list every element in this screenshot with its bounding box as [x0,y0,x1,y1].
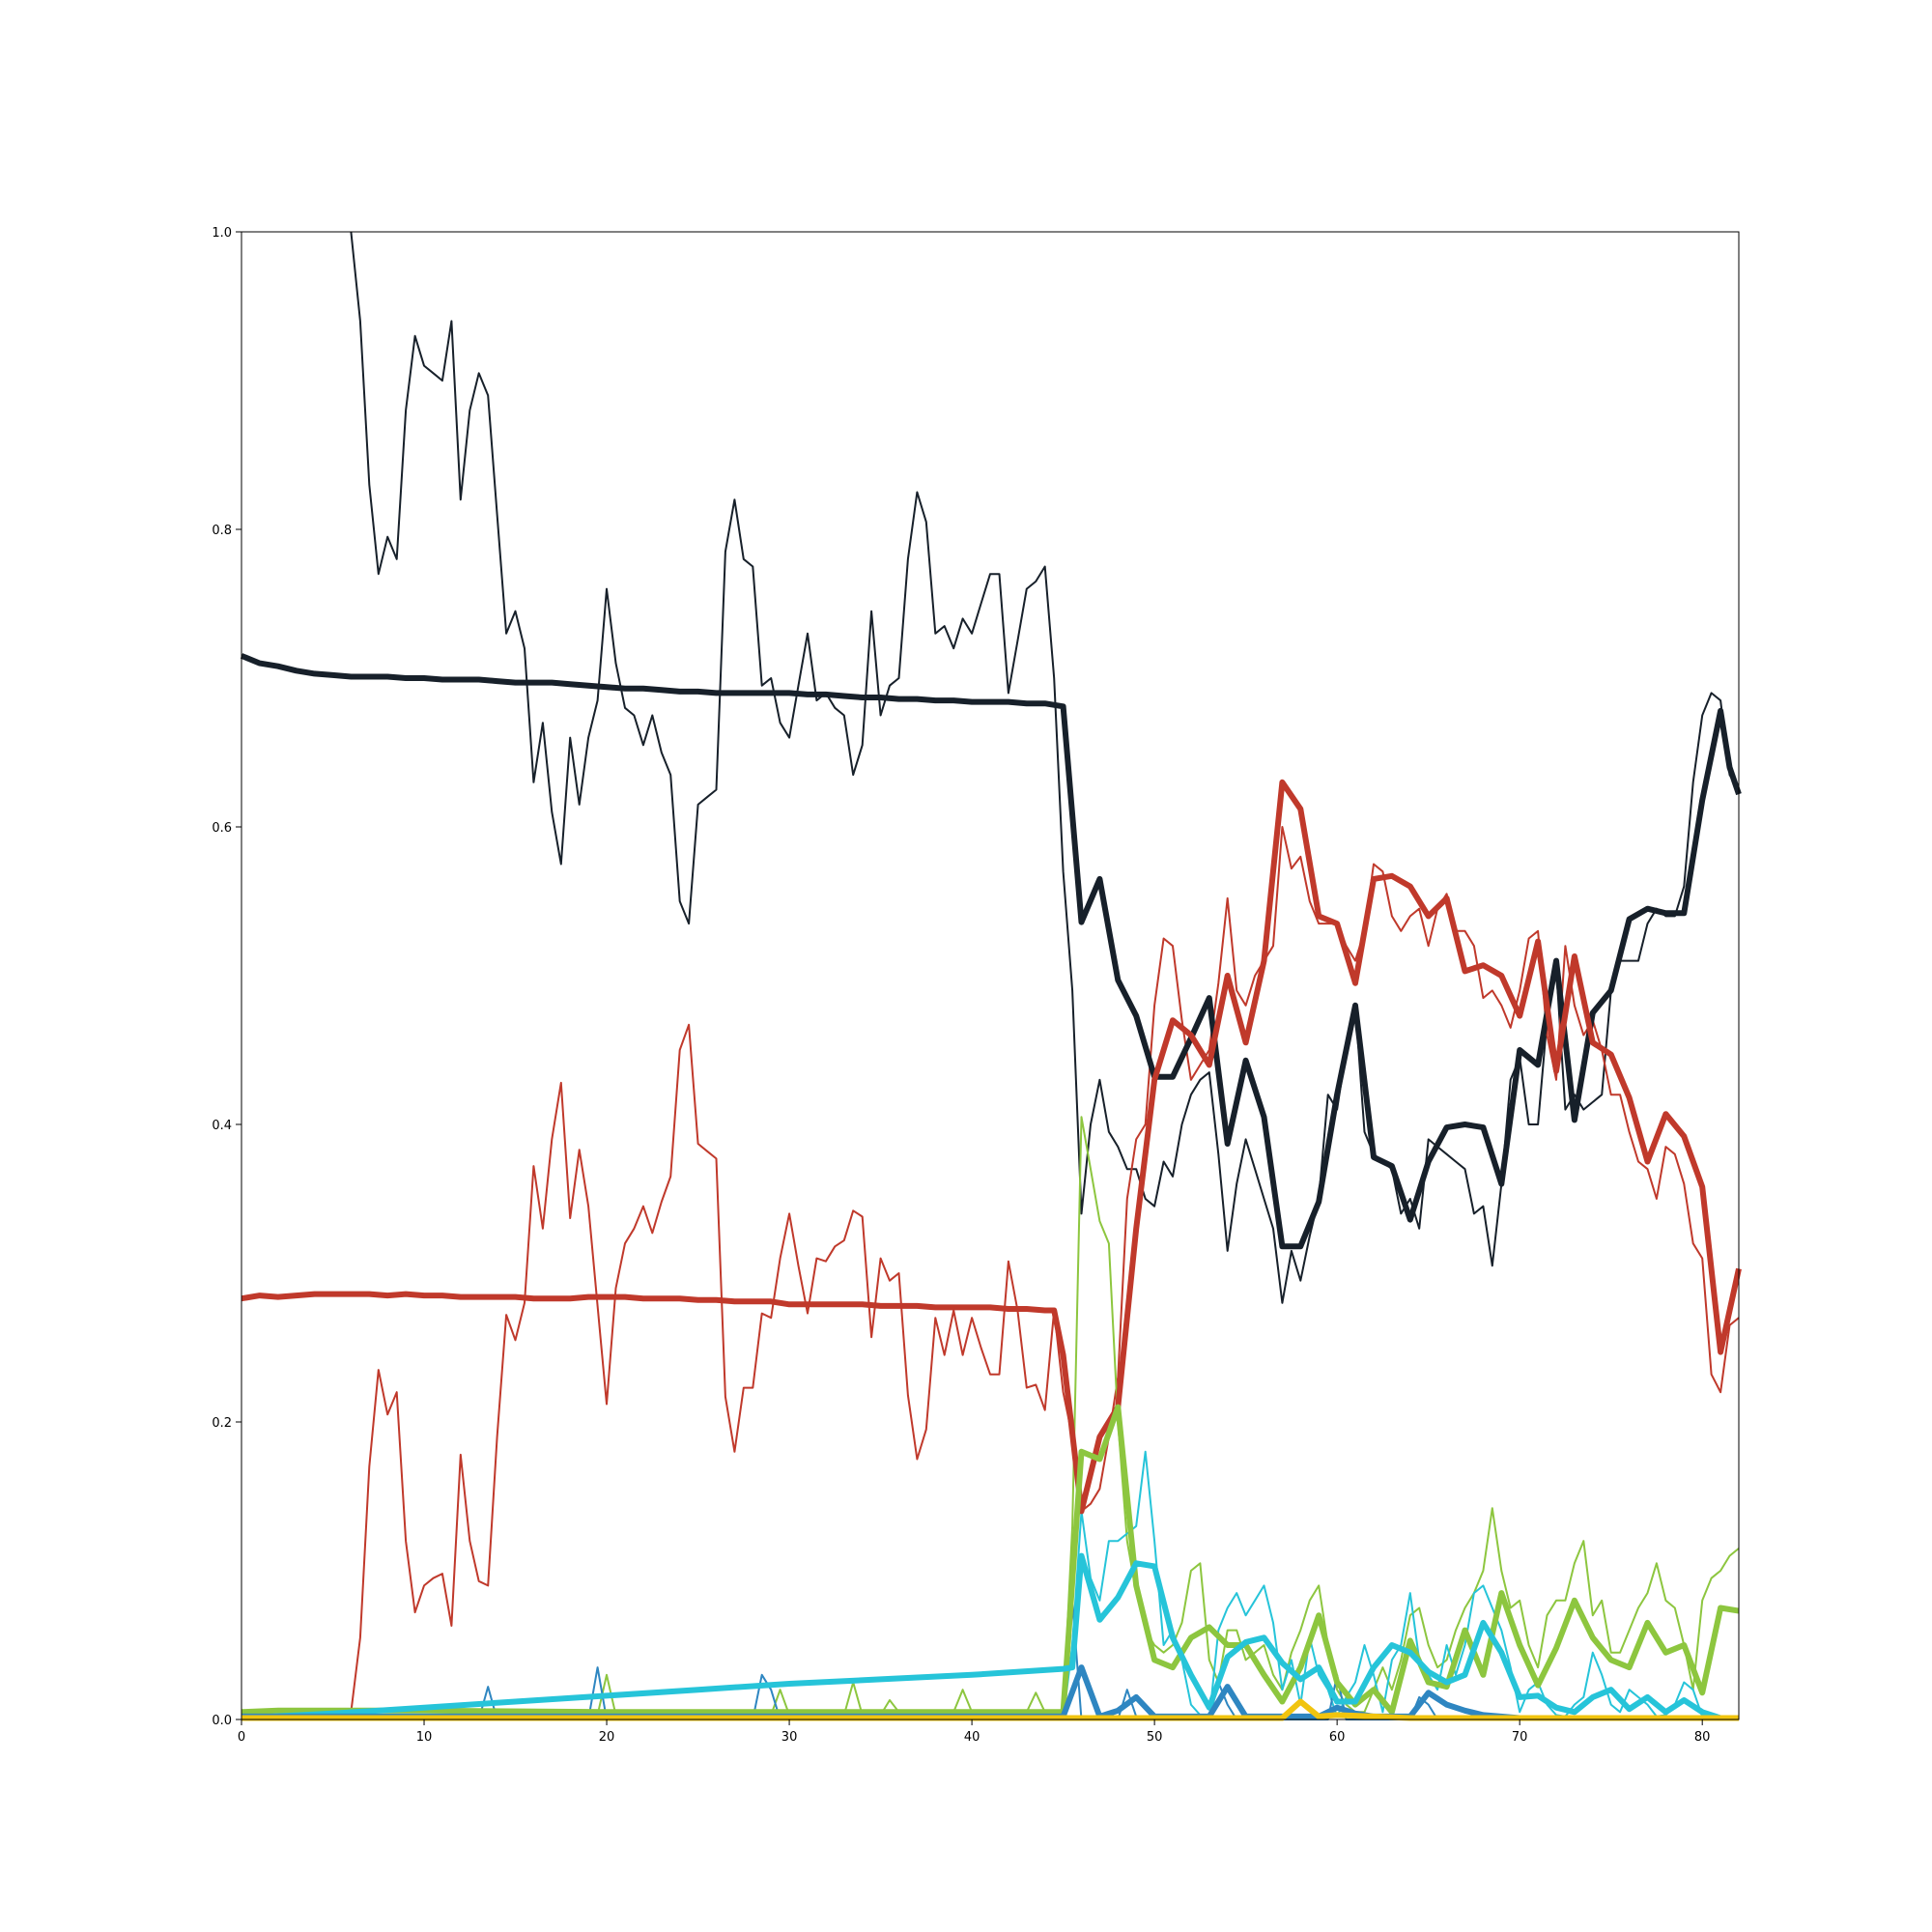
y-axis: 0.0 0.2 0.4 0.6 0.8 1.0 [212,226,242,1728]
y-tick-label: 0.8 [212,524,232,538]
plot-lines [240,231,1742,1721]
series-line-6-thick [240,653,1742,1250]
series-line-5-thin [242,1599,1739,1720]
series-line-9-thick [241,1552,1739,1721]
x-tick-label: 0 [238,1730,245,1745]
y-tick-label: 0.2 [212,1416,232,1431]
series-line-1-thin [350,231,1740,1304]
y-tick-label: 1.0 [212,226,232,241]
series-line-7-thick [241,779,1742,1515]
series-line-11-thick [242,1698,1739,1721]
x-tick-label: 50 [1147,1730,1163,1745]
series-line-4-thin [242,1450,1740,1720]
y-tick-label: 0.0 [212,1714,232,1728]
x-tick-label: 30 [781,1730,798,1745]
x-tick-label: 20 [599,1730,615,1745]
x-axis: 0 10 20 30 40 50 60 70 80 [238,1719,1711,1745]
x-tick-label: 60 [1329,1730,1346,1745]
series-line-2-thin [242,826,1740,1720]
x-tick-label: 80 [1694,1730,1711,1745]
x-tick-label: 70 [1512,1730,1528,1745]
x-tick-label: 10 [416,1730,433,1745]
plot-frame [241,231,1740,1720]
x-tick-label: 40 [964,1730,980,1745]
series-line-8-thick [241,1404,1740,1716]
y-tick-label: 0.6 [212,821,232,836]
y-tick-label: 0.4 [212,1119,232,1133]
